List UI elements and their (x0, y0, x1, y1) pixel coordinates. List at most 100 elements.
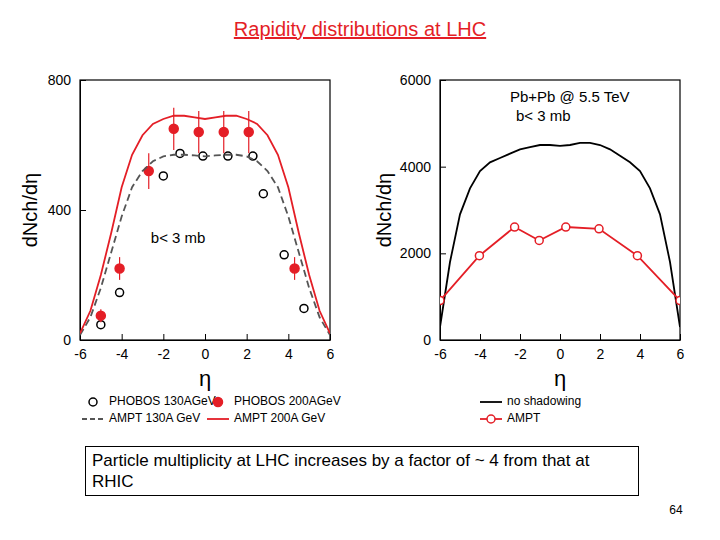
x-tick-label: 6 (677, 346, 685, 362)
legend-entry: AMPT 130A GeV (82, 411, 200, 425)
series (440, 143, 680, 327)
y-tick-mark (440, 167, 446, 168)
plot-frame (440, 80, 680, 340)
x-axis-title: η (199, 366, 211, 391)
x-tick-mark (480, 334, 481, 340)
data-point (244, 128, 253, 137)
series (440, 223, 680, 305)
chart-title: Pb+Pb @ 5.5 TeV (510, 88, 630, 105)
slide-title: Rapidity distributions at LHC (234, 18, 486, 40)
y-axis: 0400800 (48, 72, 86, 348)
x-tick: 2 (243, 334, 251, 362)
x-tick-label: 2 (243, 346, 251, 362)
data-point (219, 128, 228, 137)
data-point (290, 264, 299, 273)
x-tick: -4 (474, 334, 487, 362)
series-line (440, 227, 680, 301)
x-axis-title: η (554, 366, 566, 391)
y-tick-mark (80, 80, 86, 81)
x-tick-label: -2 (514, 346, 527, 362)
y-tick-label: 800 (48, 72, 72, 88)
y-axis-title: dNch/dη (19, 173, 41, 248)
data-point (535, 236, 543, 244)
annotation: b< 3 mb (516, 107, 571, 124)
x-tick-mark (163, 334, 164, 340)
x-tick: -2 (514, 334, 527, 362)
y-tick: 800 (48, 72, 86, 88)
x-tick-mark (520, 334, 521, 340)
data-point (595, 225, 603, 233)
x-tick-mark (560, 334, 561, 340)
caption: Particle multiplicity at LHC increases b… (85, 446, 639, 496)
x-axis: -6-4-20246 (74, 334, 334, 362)
y-tick-label: 2000 (400, 245, 431, 261)
plot-area (440, 143, 680, 327)
y-tick-mark (440, 253, 446, 254)
data-point (280, 251, 288, 259)
x-tick-mark (330, 334, 331, 340)
legend-marker (89, 398, 97, 406)
data-point (300, 304, 308, 312)
chart: -6-4-202460400800ηdNch/dηb< 3 mbPHOBOS 1… (19, 72, 340, 425)
legend-marker (214, 398, 223, 407)
legend-line (480, 401, 502, 403)
data-point (633, 252, 641, 260)
y-tick-mark (80, 210, 86, 211)
y-tick-label: 4000 (400, 159, 431, 175)
y-tick-label: 6000 (400, 72, 431, 88)
chart: -6 -4 -2 0 2 4 6 0 2000 4000 6000 η dNch/dη Pb+Pb @ 5… (373, 72, 684, 425)
data-point (224, 152, 232, 160)
x-axis: -6 -4 -2 0 2 4 6 (434, 334, 684, 362)
data-point (194, 128, 203, 137)
data-point (562, 223, 570, 231)
x-tick-mark (288, 334, 289, 340)
x-tick-mark (247, 334, 248, 340)
y-axis-title: dNch/dη (373, 173, 395, 248)
x-tick-label: 0 (557, 346, 565, 362)
data-point (176, 149, 184, 157)
y-tick: 6000 (400, 72, 446, 88)
series-line (80, 116, 330, 334)
legend-line (82, 418, 104, 420)
x-tick-mark (680, 334, 681, 340)
data-point (169, 124, 178, 133)
x-tick: 2 (597, 334, 605, 362)
legend: PHOBOS 130AGeVPHOBOS 200AGeV AMPT 130A Ge… (82, 394, 341, 425)
x-tick-label: 0 (202, 346, 210, 362)
legend-entry: PHOBOS 130AGeV (89, 394, 216, 408)
x-tick-label: -2 (158, 346, 171, 362)
x-tick-label: 6 (327, 346, 335, 362)
x-tick: 6 (677, 334, 685, 362)
x-tick-label: -6 (74, 346, 87, 362)
x-tick: 4 (285, 334, 293, 362)
y-tick-label: 0 (63, 332, 71, 348)
y-tick-mark (440, 340, 446, 341)
x-tick-mark (205, 334, 206, 340)
data-point (440, 297, 444, 305)
legend: no shadowing AMPT (480, 394, 581, 425)
y-axis: 0 2000 4000 6000 (400, 72, 446, 348)
series (80, 116, 330, 334)
x-tick-label: -6 (434, 346, 447, 362)
data-point (676, 297, 680, 305)
x-axis-line (81, 340, 331, 341)
x-tick-mark (640, 334, 641, 340)
series (97, 149, 308, 328)
x-tick: 0 (557, 334, 565, 362)
x-tick: 6 (327, 334, 335, 362)
x-tick: 4 (637, 334, 645, 362)
legend-label: no shadowing (507, 394, 581, 408)
data-point (96, 311, 105, 320)
legend-entry: AMPT (480, 411, 541, 425)
legend-entry: no shadowing (480, 394, 581, 408)
x-tick-label: 4 (637, 346, 645, 362)
data-point (475, 252, 483, 260)
legend-entry: PHOBOS 200AGeV (214, 394, 341, 408)
x-tick-mark (600, 334, 601, 340)
legend-label: PHOBOS 130AGeV (109, 394, 216, 408)
y-tick-mark (80, 340, 86, 341)
y-tick-label: 0 (423, 332, 431, 348)
data-point (259, 190, 267, 198)
page-number: 64 (669, 503, 683, 517)
x-tick-label: 2 (597, 346, 605, 362)
